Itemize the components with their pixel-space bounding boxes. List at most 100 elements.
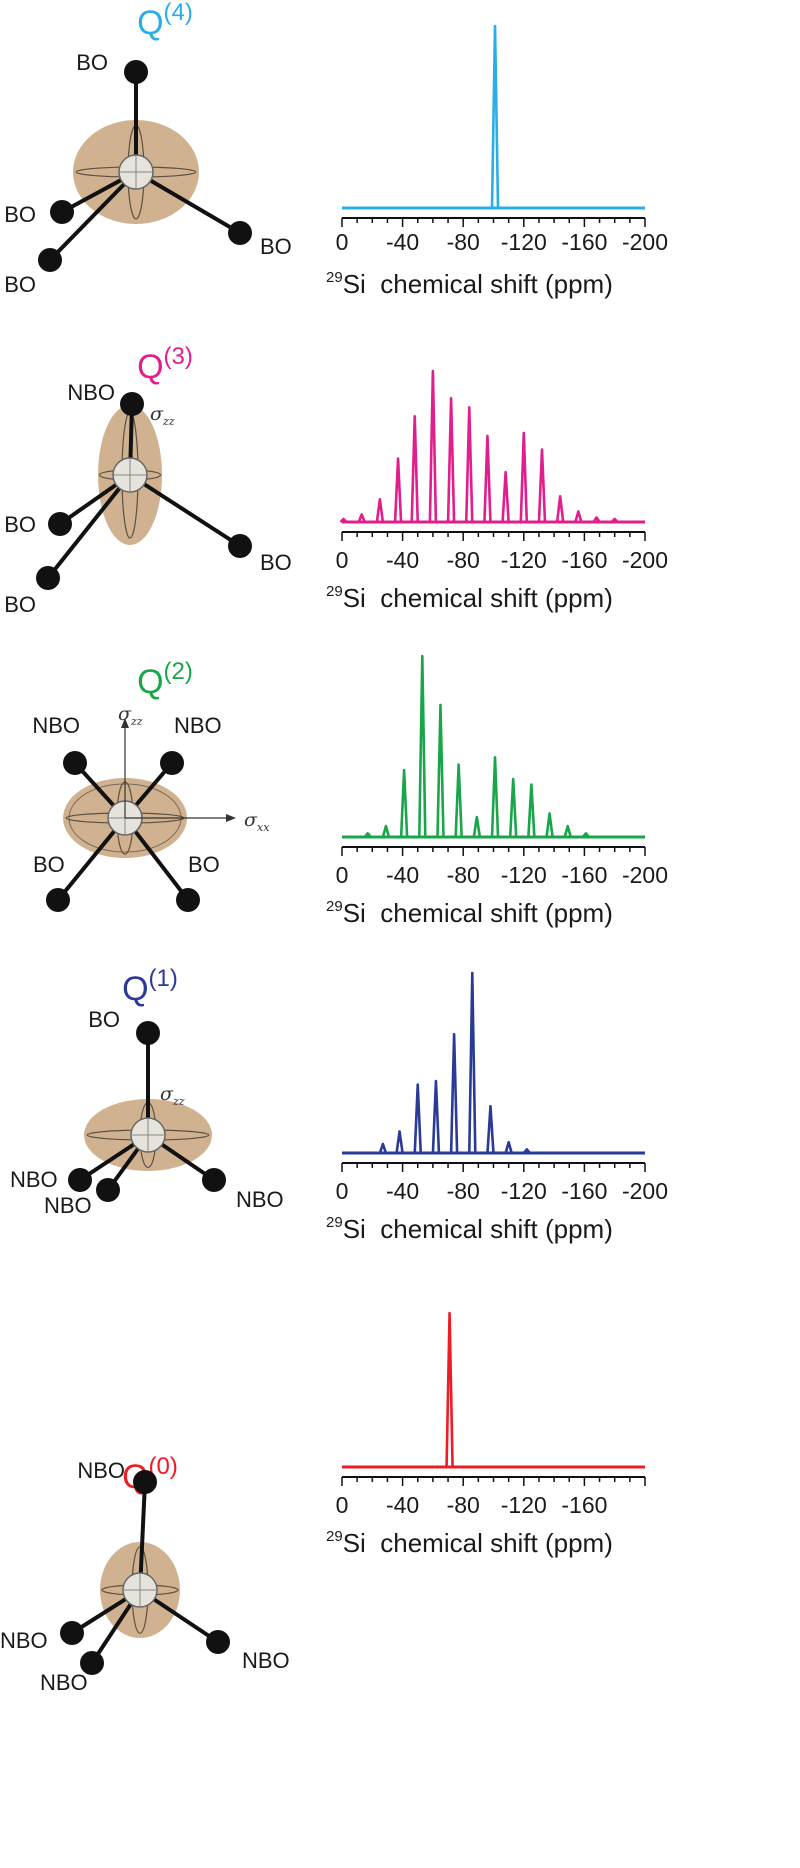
spectrum-peak — [483, 434, 492, 523]
spectrum-panel-0: 0 -40 -80 -120 -160 -200 29Si chemical shift (… — [326, 24, 668, 299]
x-tick-label: -40 — [386, 229, 419, 255]
species-label-base: Q — [137, 663, 163, 701]
spectrum-peak — [339, 517, 348, 523]
oxygen-atom — [202, 1168, 226, 1192]
oxygen-atom — [46, 888, 70, 912]
spectrum-panel-2: 0 -40 -80 -120 -160 -200 29Si chemical shift (… — [326, 654, 668, 928]
x-axis-label: 29Si chemical shift (ppm) — [326, 1528, 613, 1558]
sigma-sub: zz — [130, 715, 143, 728]
species-label-sup: (2) — [164, 658, 193, 685]
oxygen-atom — [176, 888, 200, 912]
spectrum-peak — [399, 768, 409, 838]
x-axis-label-sup: 29 — [326, 583, 343, 600]
oxygen-atom — [68, 1168, 92, 1192]
oxygen-atom — [38, 248, 62, 272]
sigma-sub: zz — [172, 1095, 185, 1108]
spectrum-peak — [519, 431, 529, 523]
spectrum-peak — [555, 495, 565, 523]
x-tick-label: -40 — [386, 1492, 419, 1518]
oxygen-atom — [160, 751, 184, 775]
spectrum-peak — [508, 777, 518, 838]
spectrum-peak — [449, 1032, 459, 1154]
x-axis-label-sup: 29 — [326, 1214, 343, 1231]
spectrum-peak — [393, 457, 403, 523]
oxygen-label: NBO — [174, 713, 222, 738]
spectrum-peak — [445, 1311, 454, 1468]
spectrum-panel-1: 0 -40 -80 -120 -160 -200 29Si chemical shift (… — [326, 369, 668, 613]
spectrum-peak — [501, 470, 510, 523]
spectrum-peak — [454, 763, 463, 838]
species-label-base: Q — [137, 348, 163, 386]
oxygen-atom — [228, 221, 252, 245]
x-axis-label: 29Si chemical shift (ppm) — [326, 1214, 613, 1244]
x-tick-label: -40 — [386, 862, 419, 888]
spectrum-peak — [464, 405, 474, 523]
x-tick-label: -80 — [447, 1178, 480, 1204]
x-tick-label: -80 — [447, 229, 480, 255]
spectrum-peak — [563, 824, 572, 838]
oxygen-atom — [136, 1021, 160, 1045]
x-axis-label: 29Si chemical shift (ppm) — [326, 583, 613, 613]
oxygen-label: NBO — [10, 1167, 58, 1192]
x-axis-label-text: Si chemical shift (ppm) — [343, 269, 613, 299]
oxygen-atom — [48, 512, 72, 536]
spectrum-peak — [522, 1148, 531, 1154]
species-label: Q(1) — [122, 965, 178, 1008]
spectrum-peak — [413, 1083, 423, 1154]
x-tick-label: -80 — [447, 547, 480, 573]
oxygen-label: NBO — [67, 380, 115, 405]
oxygen-label: NBO — [236, 1187, 284, 1212]
spectrum-peak — [467, 971, 477, 1154]
oxygen-atom — [50, 200, 74, 224]
x-tick-label: -120 — [501, 1178, 547, 1204]
x-tick-label: -40 — [386, 547, 419, 573]
oxygen-atom — [60, 1621, 84, 1645]
sigma-sub: xx — [257, 821, 270, 834]
spectrum-peak — [410, 415, 420, 523]
oxygen-label: NBO — [0, 1628, 48, 1653]
spectrum-peak — [490, 24, 500, 209]
spectrum-peak — [428, 369, 438, 523]
x-tick-label: -80 — [447, 1492, 480, 1518]
oxygen-atom — [228, 534, 252, 558]
si-o-bond — [46, 473, 132, 580]
spectrum-peak — [537, 448, 547, 523]
spectrum-peak — [610, 517, 619, 523]
x-axis-label-sup: 29 — [326, 1528, 343, 1545]
species-label: Q(2) — [137, 658, 193, 701]
spectrum-peak — [357, 513, 366, 523]
oxygen-atom — [36, 566, 60, 590]
oxygen-label: BO — [88, 1007, 120, 1032]
x-tick-label: -40 — [386, 1178, 419, 1204]
sigma-label: σxx — [244, 809, 270, 834]
sigma-label: σzz — [150, 403, 175, 428]
x-axis-label-text: Si chemical shift (ppm) — [343, 583, 613, 613]
x-tick-label: -160 — [561, 862, 607, 888]
x-tick-label: -80 — [447, 862, 480, 888]
x-axis-label-text: Si chemical shift (ppm) — [343, 1528, 613, 1558]
spectrum-peak — [545, 812, 554, 838]
spectrum-peak — [378, 1142, 388, 1154]
x-tick-label: -160 — [561, 1178, 607, 1204]
oxygen-label: NBO — [40, 1670, 88, 1695]
spectrum-peak — [417, 654, 427, 838]
x-axis-label: 29Si chemical shift (ppm) — [326, 898, 613, 928]
spectrum-peak — [504, 1140, 513, 1154]
si-o-bond — [48, 170, 138, 262]
x-tick-label: -120 — [501, 547, 547, 573]
oxygen-atom — [63, 751, 87, 775]
oxygen-label: BO — [4, 202, 36, 227]
spectrum-peak — [436, 703, 445, 838]
spectrum-peak — [375, 498, 385, 523]
oxygen-atom — [80, 1651, 104, 1675]
x-tick-label: -160 — [561, 1492, 607, 1518]
axis-arrow-icon — [121, 718, 129, 728]
oxygen-atom — [206, 1630, 230, 1654]
spectrum-peak — [486, 1104, 495, 1154]
oxygen-label: BO — [260, 234, 292, 259]
x-tick-label: 0 — [336, 229, 349, 255]
spectrum-peak — [490, 756, 500, 838]
spectrum-peak — [431, 1079, 441, 1154]
